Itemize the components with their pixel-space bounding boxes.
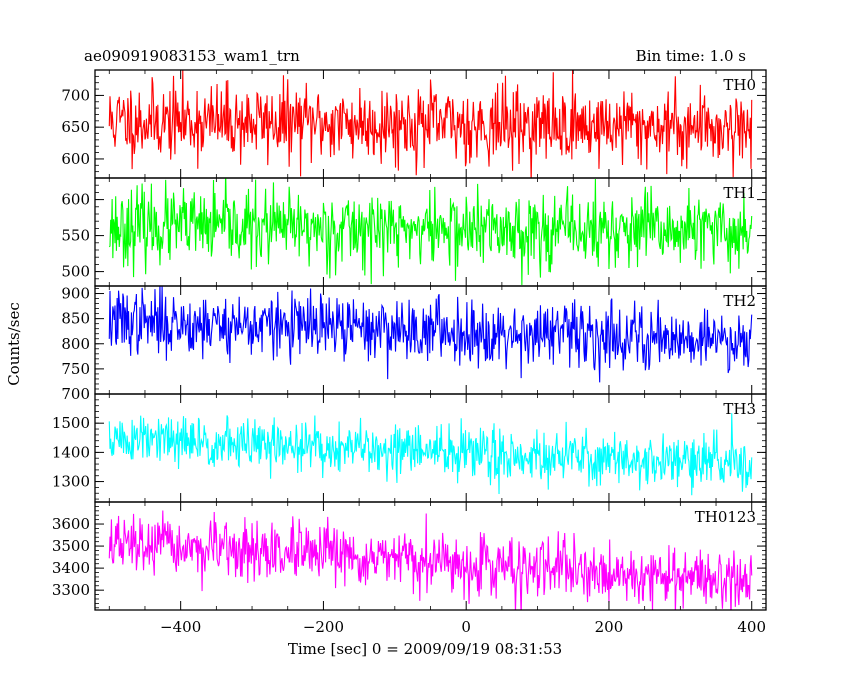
x-tick-label: −400 [160,618,201,636]
y-axis-label: Counts/sec [5,302,23,386]
series-th1 [108,178,753,285]
y-tick-label: 1500 [52,414,90,432]
series-th2 [108,286,753,383]
series-label: TH3 [723,400,756,418]
y-tick-label: 1300 [52,473,90,491]
y-tick-label: 500 [61,263,90,281]
panel-th2: 700 750 800 850 900 TH2 [61,285,767,403]
series-th0 [108,70,753,178]
y-tick-label: 3600 [52,515,90,533]
panel-th3: 1300 1400 1500 TH3 [52,393,767,503]
x-tick-label: −200 [303,618,344,636]
y-tick-label: 850 [61,310,90,328]
series-label: TH1 [723,184,756,202]
y-tick-label: 900 [61,285,90,303]
y-tick-label: 3500 [52,537,90,555]
y-tick-label: 800 [61,335,90,353]
y-tick-label: 550 [61,227,90,245]
series-th0123 [108,510,753,610]
y-tick-label: 600 [61,150,90,168]
panel-th1: 500 550 600 TH1 [61,177,767,287]
y-tick-label: 3300 [52,581,90,599]
series-th3 [108,413,753,496]
panel-th0: 600 650 700 TH0 [61,69,767,179]
panels-group: 600 650 700 TH0 500 550 600 TH1 700 750 800 850 900 T… [52,69,767,636]
x-axis-label: Time [sec] 0 = 2009/09/19 08:31:53 [288,640,562,658]
bin-time-label: Bin time: 1.0 s [636,47,746,65]
series-label: TH0123 [695,508,756,526]
y-tick-label: 700 [61,86,90,104]
y-tick-label: 700 [61,385,90,403]
series-label: TH2 [723,292,756,310]
y-tick-label: 3400 [52,559,90,577]
y-tick-label: 750 [61,360,90,378]
x-tick-label: 0 [461,618,471,636]
y-tick-label: 650 [61,118,90,136]
figure-title: ae090919083153_wam1_trn [84,47,300,65]
x-tick-label: 400 [737,618,766,636]
series-label: TH0 [723,76,756,94]
y-tick-label: 1400 [52,443,90,461]
panel-th0123: 3300 3400 3500 3600 −400 −200 0 200 400 TH0123 [52,501,767,636]
y-tick-label: 600 [61,191,90,209]
x-tick-label: 200 [595,618,624,636]
